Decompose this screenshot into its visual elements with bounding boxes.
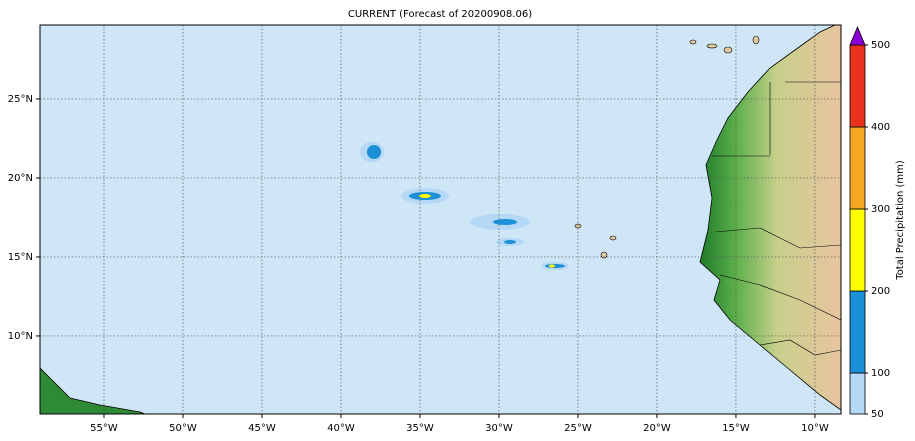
colorbar-tick-label: 50 bbox=[871, 409, 884, 420]
islands bbox=[574, 35, 760, 259]
borders bbox=[712, 81, 841, 356]
x-tick-label: 45°W bbox=[248, 423, 276, 434]
x-tick-label: 30°W bbox=[485, 423, 513, 434]
y-tick-label: 15°N bbox=[8, 252, 33, 263]
colorbar-segment bbox=[849, 290, 866, 374]
colorbar-tick-label: 500 bbox=[871, 40, 890, 51]
colorbar-segment bbox=[849, 208, 866, 292]
ocean bbox=[40, 25, 841, 414]
y-tick-label: 25°N bbox=[8, 94, 33, 105]
colorbar-label: Total Precipitation (mm) bbox=[895, 160, 906, 281]
y-tick-label: 10°N bbox=[8, 331, 33, 342]
x-tick-label: 35°W bbox=[406, 423, 434, 434]
colorbar-segment bbox=[849, 126, 866, 210]
x-tick-label: 25°W bbox=[564, 423, 592, 434]
africa-land bbox=[699, 25, 841, 411]
precipitation bbox=[360, 142, 569, 270]
map-area bbox=[40, 25, 841, 414]
x-tick-label: 55°W bbox=[90, 423, 118, 434]
colorbar-extend bbox=[849, 25, 866, 46]
x-tick-label: 15°W bbox=[722, 423, 750, 434]
x-tick-label: 10°W bbox=[801, 423, 829, 434]
y-tick-label: 20°N bbox=[8, 173, 33, 184]
map-title: CURRENT (Forecast of 20200908.06) bbox=[348, 9, 532, 20]
south-america-land bbox=[40, 367, 146, 414]
x-tick-label: 20°W bbox=[643, 423, 671, 434]
colorbar-tick-label: 400 bbox=[871, 122, 890, 133]
colorbar-segment bbox=[849, 372, 866, 415]
colorbar-segment bbox=[849, 44, 866, 128]
map-frame bbox=[39, 24, 842, 415]
colorbar-tick-label: 100 bbox=[871, 368, 890, 379]
colorbar-tick-label: 300 bbox=[871, 204, 890, 215]
colorbar-tick-label: 200 bbox=[871, 286, 890, 297]
x-tick-label: 50°W bbox=[169, 423, 197, 434]
x-tick-label: 40°W bbox=[327, 423, 355, 434]
